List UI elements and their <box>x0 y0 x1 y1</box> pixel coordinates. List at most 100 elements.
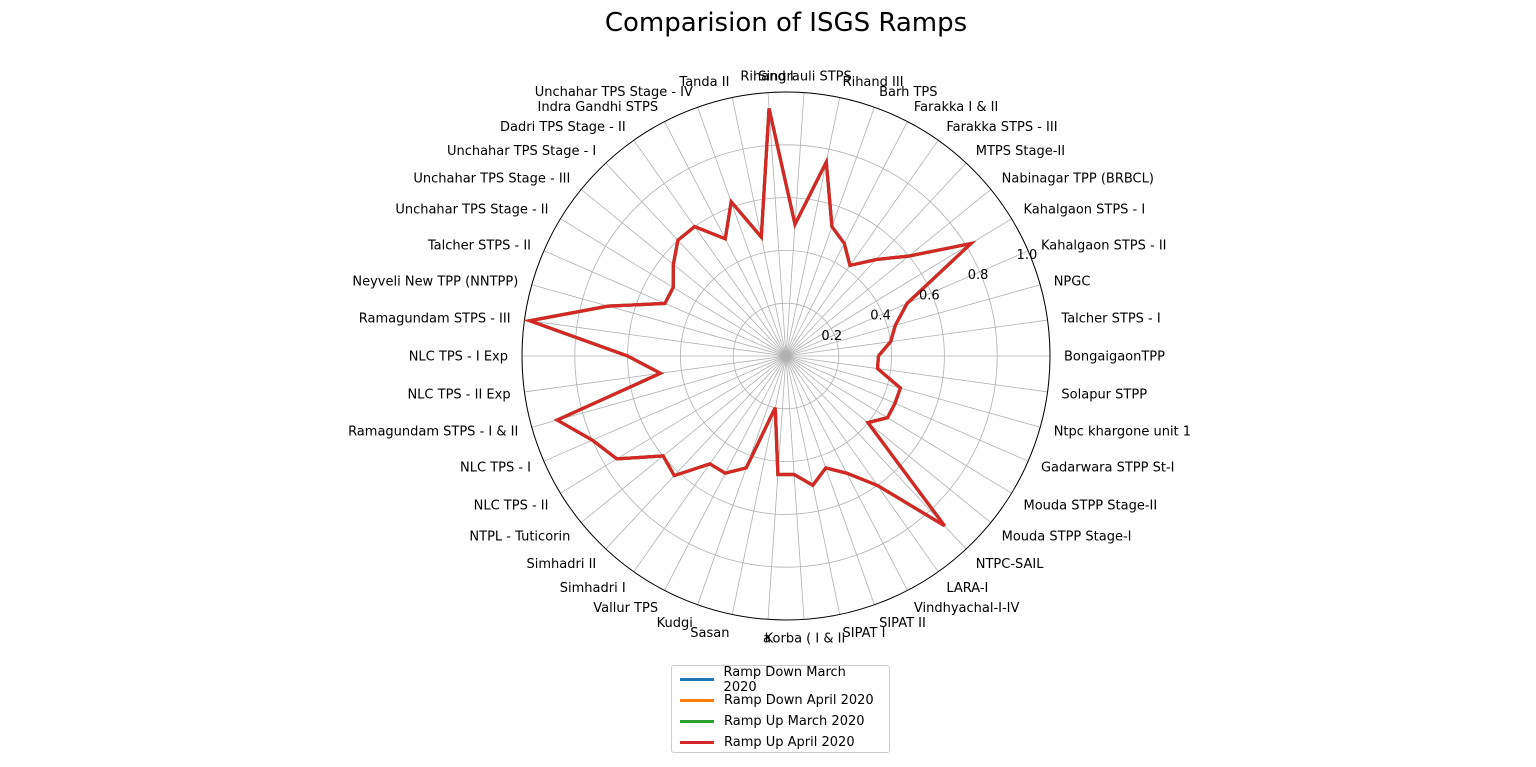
category-label: Sasan <box>690 626 729 641</box>
category-label: Simhadri I <box>560 581 626 596</box>
category-label: Barh TPS <box>879 85 937 100</box>
category-label: Farakka I & II <box>914 100 998 115</box>
radial-tick-label: 0.6 <box>919 288 940 303</box>
category-label: Solapur STPP <box>1061 387 1147 402</box>
grid-spoke <box>605 162 787 357</box>
grid-spoke <box>580 355 787 523</box>
category-label: Singrauli STPS <box>758 70 852 85</box>
legend-label-ramp-down-march: Ramp Down March 2020 <box>723 664 846 695</box>
grid-spoke <box>785 355 805 620</box>
grid-spoke <box>531 355 787 428</box>
grid-spoke <box>785 218 1012 357</box>
category-label: a <box>763 631 771 646</box>
category-label: Unchahar TPS Stage - IV <box>535 85 693 100</box>
category-label: Neyveli New TPP (NNTPP) <box>352 275 518 290</box>
legend-label-ramp-up-march: Ramp Up March 2020 <box>724 714 865 729</box>
category-label: NTPL - Tuticorin <box>469 529 570 544</box>
category-label: Ntpc khargone unit 1 <box>1054 425 1191 440</box>
radar-grid <box>521 91 1051 621</box>
category-label: NPGC <box>1054 275 1091 290</box>
legend-label-ramp-down-april: Ramp Down April 2020 <box>724 693 874 708</box>
legend-entry-ramp-down-april: Ramp Down April 2020 <box>680 690 881 711</box>
category-label: Ramagundam STPS - III <box>359 312 511 327</box>
radial-tick-labels: 0.2 0.4 0.6 0.8 1.0 <box>821 248 1037 344</box>
chart-legend: Ramp Down March 2020 Ramp Down April 202… <box>671 665 890 753</box>
grid-spoke <box>785 355 992 523</box>
category-label: SIPAT I <box>843 626 886 641</box>
grid-spoke <box>785 284 1041 357</box>
grid-spoke <box>785 355 875 605</box>
category-label: Tanda II <box>678 75 729 90</box>
grid-spoke <box>524 319 787 357</box>
grid-spoke <box>785 97 841 357</box>
category-label: BongaigaonTPP <box>1064 350 1165 365</box>
category-label: NLC TPS - I Exp <box>409 350 508 365</box>
category-label: Nabinagar TPP (BRBCL) <box>1002 172 1154 187</box>
grid-spoke <box>785 140 939 357</box>
category-label: Farakka STPS - III <box>946 120 1057 135</box>
grid-spoke <box>785 355 1029 462</box>
category-label: Mouda STPP Stage-II <box>1024 498 1158 513</box>
polar-frame <box>521 91 1051 621</box>
category-label: Kahalgaon STPS - II <box>1041 239 1167 254</box>
category-label: Ramagundam STPS - I & II <box>348 425 518 440</box>
radial-tick-label: 0.8 <box>968 268 989 283</box>
category-label: NLC TPS - II <box>474 498 549 513</box>
grid-spoke <box>785 355 1041 428</box>
grid-spoke <box>785 355 1048 393</box>
radial-tick-label: 0.4 <box>870 309 891 324</box>
radial-tick-label: 1.0 <box>1017 248 1038 263</box>
category-label: Talcher STPS - II <box>427 239 531 254</box>
category-label: Mouda STPP Stage-I <box>1002 529 1132 544</box>
category-label: Rihand I <box>740 70 793 85</box>
category-label: Vallur TPS <box>593 601 658 616</box>
legend-entry-ramp-down-march: Ramp Down March 2020 <box>680 665 881 695</box>
category-label: Talcher STPS - I <box>1060 312 1160 327</box>
legend-entry-ramp-up-april: Ramp Up April 2020 <box>680 732 881 753</box>
grid-spoke <box>697 107 787 357</box>
category-label: Rihand III <box>843 75 904 90</box>
category-label: Vindhyachal-I-IV <box>914 601 1020 616</box>
category-label: NTPC-SAIL <box>976 557 1044 572</box>
category-label: Gadarwara STPP St-I <box>1041 460 1175 475</box>
radial-tick-label: 0.2 <box>821 329 842 344</box>
legend-entry-ramp-up-march: Ramp Up March 2020 <box>680 711 881 732</box>
grid-spoke <box>543 355 787 462</box>
grid-spoke <box>731 355 787 615</box>
category-label: NLC TPS - I <box>460 460 531 475</box>
category-label: Kahalgaon STPS - I <box>1024 203 1146 218</box>
grid-spoke <box>731 97 787 357</box>
grid-spoke <box>580 189 787 357</box>
legend-swatch-ramp-up-march <box>680 720 714 723</box>
grid-spoke <box>785 121 908 357</box>
category-label: Dadri TPS Stage - II <box>500 120 626 135</box>
grid-spoke <box>767 355 787 620</box>
legend-swatch-ramp-down-april <box>680 699 714 702</box>
category-label: Unchahar TPS Stage - III <box>413 172 570 187</box>
category-label: NLC TPS - II Exp <box>407 387 510 402</box>
category-label: Unchahar TPS Stage - I <box>447 144 596 159</box>
grid-spoke <box>785 355 1012 494</box>
grid-spoke <box>785 189 992 357</box>
legend-swatch-ramp-up-april <box>680 741 714 744</box>
series-line-4 <box>523 108 977 528</box>
category-label: MTPS Stage-II <box>976 144 1065 159</box>
category-label: Simhadri II <box>527 557 597 572</box>
grid-spoke <box>531 284 787 357</box>
category-label: SIPAT II <box>879 616 926 631</box>
grid-spoke <box>767 92 787 357</box>
category-label: LARA-I <box>946 581 988 596</box>
grid-spoke <box>785 107 875 357</box>
grid-spoke <box>560 355 787 494</box>
radar-series <box>523 108 977 528</box>
grid-spoke <box>633 140 787 357</box>
grid-spoke <box>605 355 787 550</box>
category-label: Kudgi <box>657 616 693 631</box>
grid-spoke <box>697 355 787 605</box>
category-labels: BongaigaonTPP Talcher STPS - I NPGC Kahalga… <box>348 70 1191 647</box>
category-label: Indra Gandhi STPS <box>538 100 659 115</box>
category-label: Korba ( I & II <box>765 631 846 646</box>
category-label: Unchahar TPS Stage - II <box>395 203 548 218</box>
chart-title: Comparision of ISGS Ramps <box>605 8 967 38</box>
